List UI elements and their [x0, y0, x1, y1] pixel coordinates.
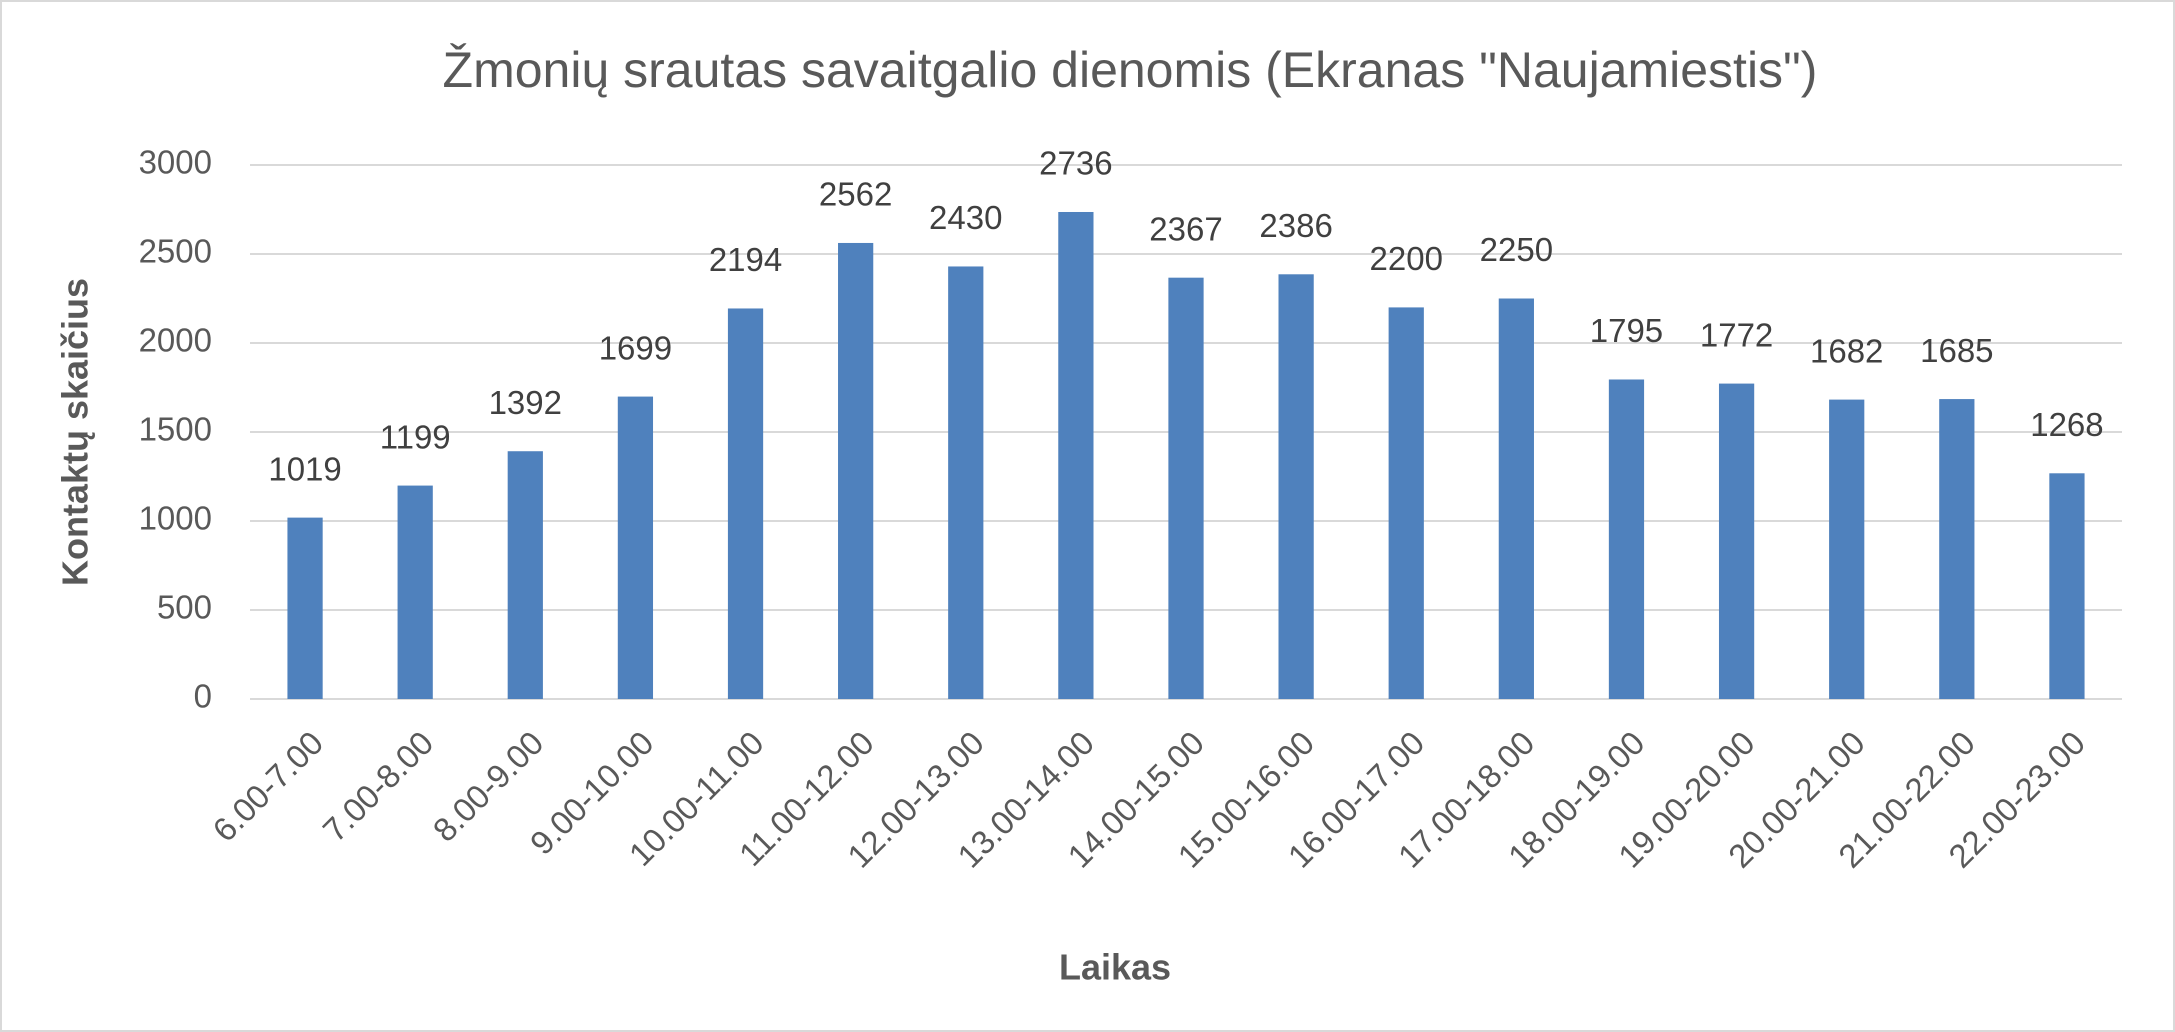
bar [1278, 274, 1314, 699]
data-label: 2200 [1370, 240, 1443, 277]
data-label: 2562 [819, 176, 892, 213]
bar [1498, 298, 1534, 699]
data-label: 1199 [380, 418, 451, 455]
y-axis-title: Kontaktų skaičius [55, 278, 96, 586]
y-tick-label: 3000 [139, 144, 212, 181]
data-label: 2367 [1149, 210, 1222, 247]
data-label: 1772 [1700, 316, 1773, 353]
data-label: 1682 [1810, 332, 1883, 369]
bar [838, 242, 874, 700]
y-tick-label: 1500 [139, 411, 212, 448]
bar [1718, 383, 1755, 699]
data-label: 2250 [1480, 231, 1553, 268]
bar [2049, 473, 2085, 699]
data-label: 2430 [929, 199, 1002, 236]
y-tick-label: 2500 [139, 233, 212, 270]
x-axis-title: Laikas [1059, 947, 1171, 988]
data-label: 1699 [599, 329, 672, 366]
bar [1608, 379, 1645, 699]
bar [397, 485, 433, 699]
bar [1058, 211, 1094, 699]
bar [1168, 277, 1204, 699]
data-label: 1268 [2030, 406, 2103, 443]
y-tick-label: 500 [157, 589, 212, 626]
data-label: 1685 [1920, 332, 1993, 369]
bar [1388, 307, 1424, 699]
data-label: 2736 [1039, 145, 1112, 182]
bar [1829, 399, 1865, 699]
data-label: 2194 [709, 241, 782, 278]
chart-title: Žmonių srautas savaitgalio dienomis (Ekr… [443, 42, 1818, 98]
y-tick-label: 2000 [139, 322, 212, 359]
bar [1939, 399, 1975, 699]
data-label: 1019 [268, 450, 341, 487]
bar [727, 308, 764, 699]
y-tick-label: 1000 [139, 500, 212, 537]
bar [948, 266, 984, 699]
data-label: 2386 [1259, 207, 1332, 244]
data-label: 1392 [489, 384, 562, 421]
bar [617, 396, 654, 699]
y-tick-label: 0 [194, 678, 212, 715]
data-label: 1795 [1590, 312, 1663, 349]
bar [507, 451, 543, 699]
bar [287, 517, 323, 699]
